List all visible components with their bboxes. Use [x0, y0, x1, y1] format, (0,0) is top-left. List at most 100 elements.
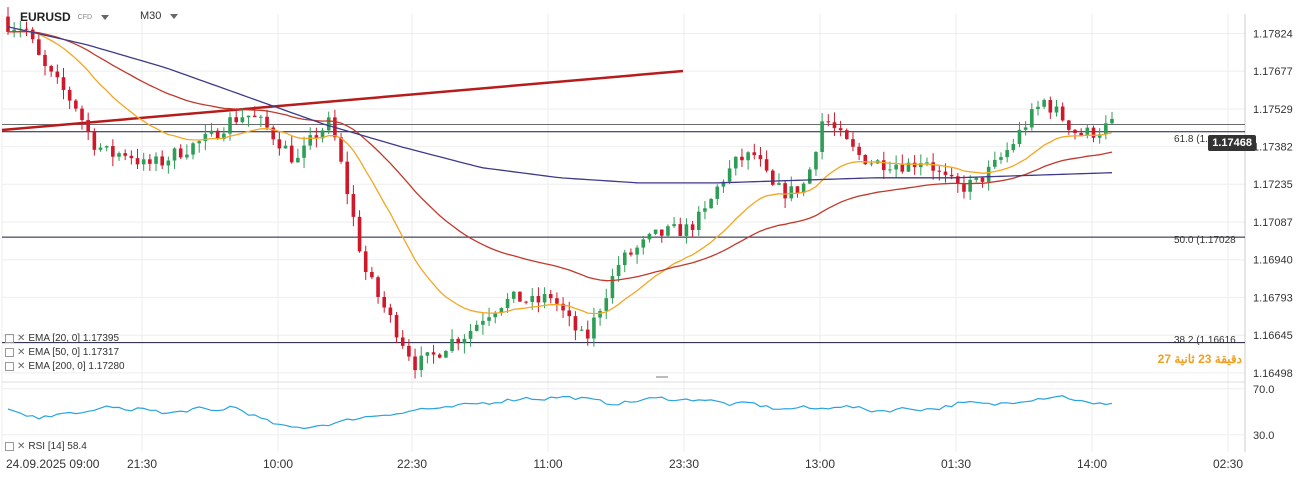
candle-body: [881, 160, 886, 171]
candle-body: [246, 115, 251, 118]
x-tick-label: 10:00: [263, 457, 293, 471]
candle-body: [104, 146, 109, 148]
trendline: [1, 69, 684, 132]
candle-body: [326, 117, 331, 131]
candle-body: [919, 163, 923, 168]
candle-body: [511, 291, 516, 299]
candle-body: [437, 354, 442, 358]
symbol-selector[interactable]: EURUSD CFD: [20, 10, 110, 24]
candle-body: [394, 315, 399, 338]
candle-body: [197, 141, 201, 144]
fib-label-500: 50.0 (1.17028: [1174, 235, 1236, 246]
candle-body: [715, 186, 720, 199]
candle-body: [141, 159, 146, 165]
fib-label-618: 61.8 (1.17440: [1174, 134, 1236, 145]
candle-body: [86, 120, 90, 132]
legend-ema200[interactable]: ✕ EMA [200, 0] 1.17280: [5, 361, 125, 372]
candle-body: [388, 307, 393, 316]
x-tick-label: 11:00: [533, 457, 562, 471]
fib-label-382: 38.2 (1.16616: [1174, 335, 1236, 346]
candle-body: [499, 308, 504, 314]
legend-ema20[interactable]: ✕ EMA [20, 0] 1.17395: [5, 333, 119, 344]
candle-body: [12, 29, 16, 32]
legend-rsi[interactable]: ✕ RSI [14] 58.4: [5, 441, 87, 452]
candle-body: [61, 77, 66, 90]
candle-body: [314, 135, 319, 139]
candle-countdown: 27 دقيقة 23 ثانية: [1157, 352, 1242, 366]
candle-body: [203, 133, 208, 142]
candle-body: [604, 298, 609, 311]
candle-body: [209, 130, 214, 134]
candle-body: [629, 252, 633, 255]
candle-body: [154, 156, 158, 164]
close-icon[interactable]: ✕: [17, 361, 26, 372]
candle-body: [450, 338, 454, 351]
candle-body: [400, 337, 405, 346]
legend-label: EMA [20, 0] 1.17395: [28, 333, 120, 344]
candle-body: [1042, 100, 1046, 107]
candle-body: [98, 147, 103, 150]
candle-body: [900, 164, 905, 172]
timeframe-selector[interactable]: M30: [140, 10, 179, 22]
close-icon[interactable]: ✕: [17, 441, 26, 452]
candle-body: [801, 183, 806, 193]
candle-body: [302, 145, 306, 158]
candle-body: [1048, 100, 1053, 113]
candle-body: [635, 247, 639, 255]
candle-body: [468, 330, 473, 339]
candle-body: [807, 169, 812, 184]
candle-body: [857, 146, 861, 155]
candle-body: [456, 338, 461, 344]
symbol-tag: CFD: [77, 13, 93, 21]
close-icon[interactable]: ✕: [17, 333, 26, 344]
y-tick-label: 1.17677: [1253, 66, 1293, 78]
candle-body: [1073, 129, 1077, 133]
settings-icon[interactable]: [5, 334, 14, 343]
candle-body: [536, 296, 541, 303]
x-tick-label: 22:30: [397, 457, 427, 471]
candle-body: [234, 117, 239, 123]
candle-body: [851, 139, 855, 147]
candle-body: [277, 139, 282, 149]
candle-body: [49, 66, 53, 72]
candle-body: [684, 224, 689, 236]
chevron-down-icon[interactable]: [170, 13, 179, 19]
candle-body: [1005, 150, 1009, 158]
candle-body: [777, 183, 781, 185]
candle-body: [222, 133, 226, 140]
candle-body: [641, 239, 646, 248]
candle-body: [185, 154, 189, 158]
candle-body: [598, 310, 602, 318]
rsi-tick-label: 30.0: [1253, 430, 1274, 442]
x-tick-label: 23:30: [669, 457, 699, 471]
settings-icon[interactable]: [5, 442, 14, 451]
candle-body: [55, 71, 60, 78]
settings-icon[interactable]: [5, 362, 14, 371]
candle-body: [561, 303, 565, 311]
candle-body: [993, 159, 997, 167]
candle-body: [647, 233, 652, 240]
rsi-line: [7, 395, 1113, 430]
candle-body: [382, 296, 387, 308]
candle-body: [296, 157, 300, 163]
candle-body: [370, 272, 374, 278]
candle-body: [943, 171, 948, 175]
x-tick-label: 02:30: [1213, 457, 1243, 471]
candle-body: [956, 176, 960, 184]
candle-body: [431, 352, 436, 355]
ema50-line: [7, 30, 1113, 282]
candle-body: [740, 156, 744, 161]
y-tick-label: 1.16793: [1253, 292, 1293, 304]
chevron-down-icon[interactable]: [101, 14, 110, 20]
candle-body: [548, 294, 553, 299]
candle-body: [869, 163, 874, 165]
candle-body: [481, 320, 485, 325]
candle-body: [1104, 123, 1108, 135]
x-tick-label: 01:30: [941, 457, 971, 471]
settings-icon[interactable]: [5, 348, 14, 357]
close-icon[interactable]: ✕: [17, 347, 26, 358]
candle-body: [826, 121, 831, 123]
legend-ema50[interactable]: ✕ EMA [50, 0] 1.17317: [5, 347, 119, 358]
legend-label: EMA [50, 0] 1.17317: [28, 347, 120, 358]
